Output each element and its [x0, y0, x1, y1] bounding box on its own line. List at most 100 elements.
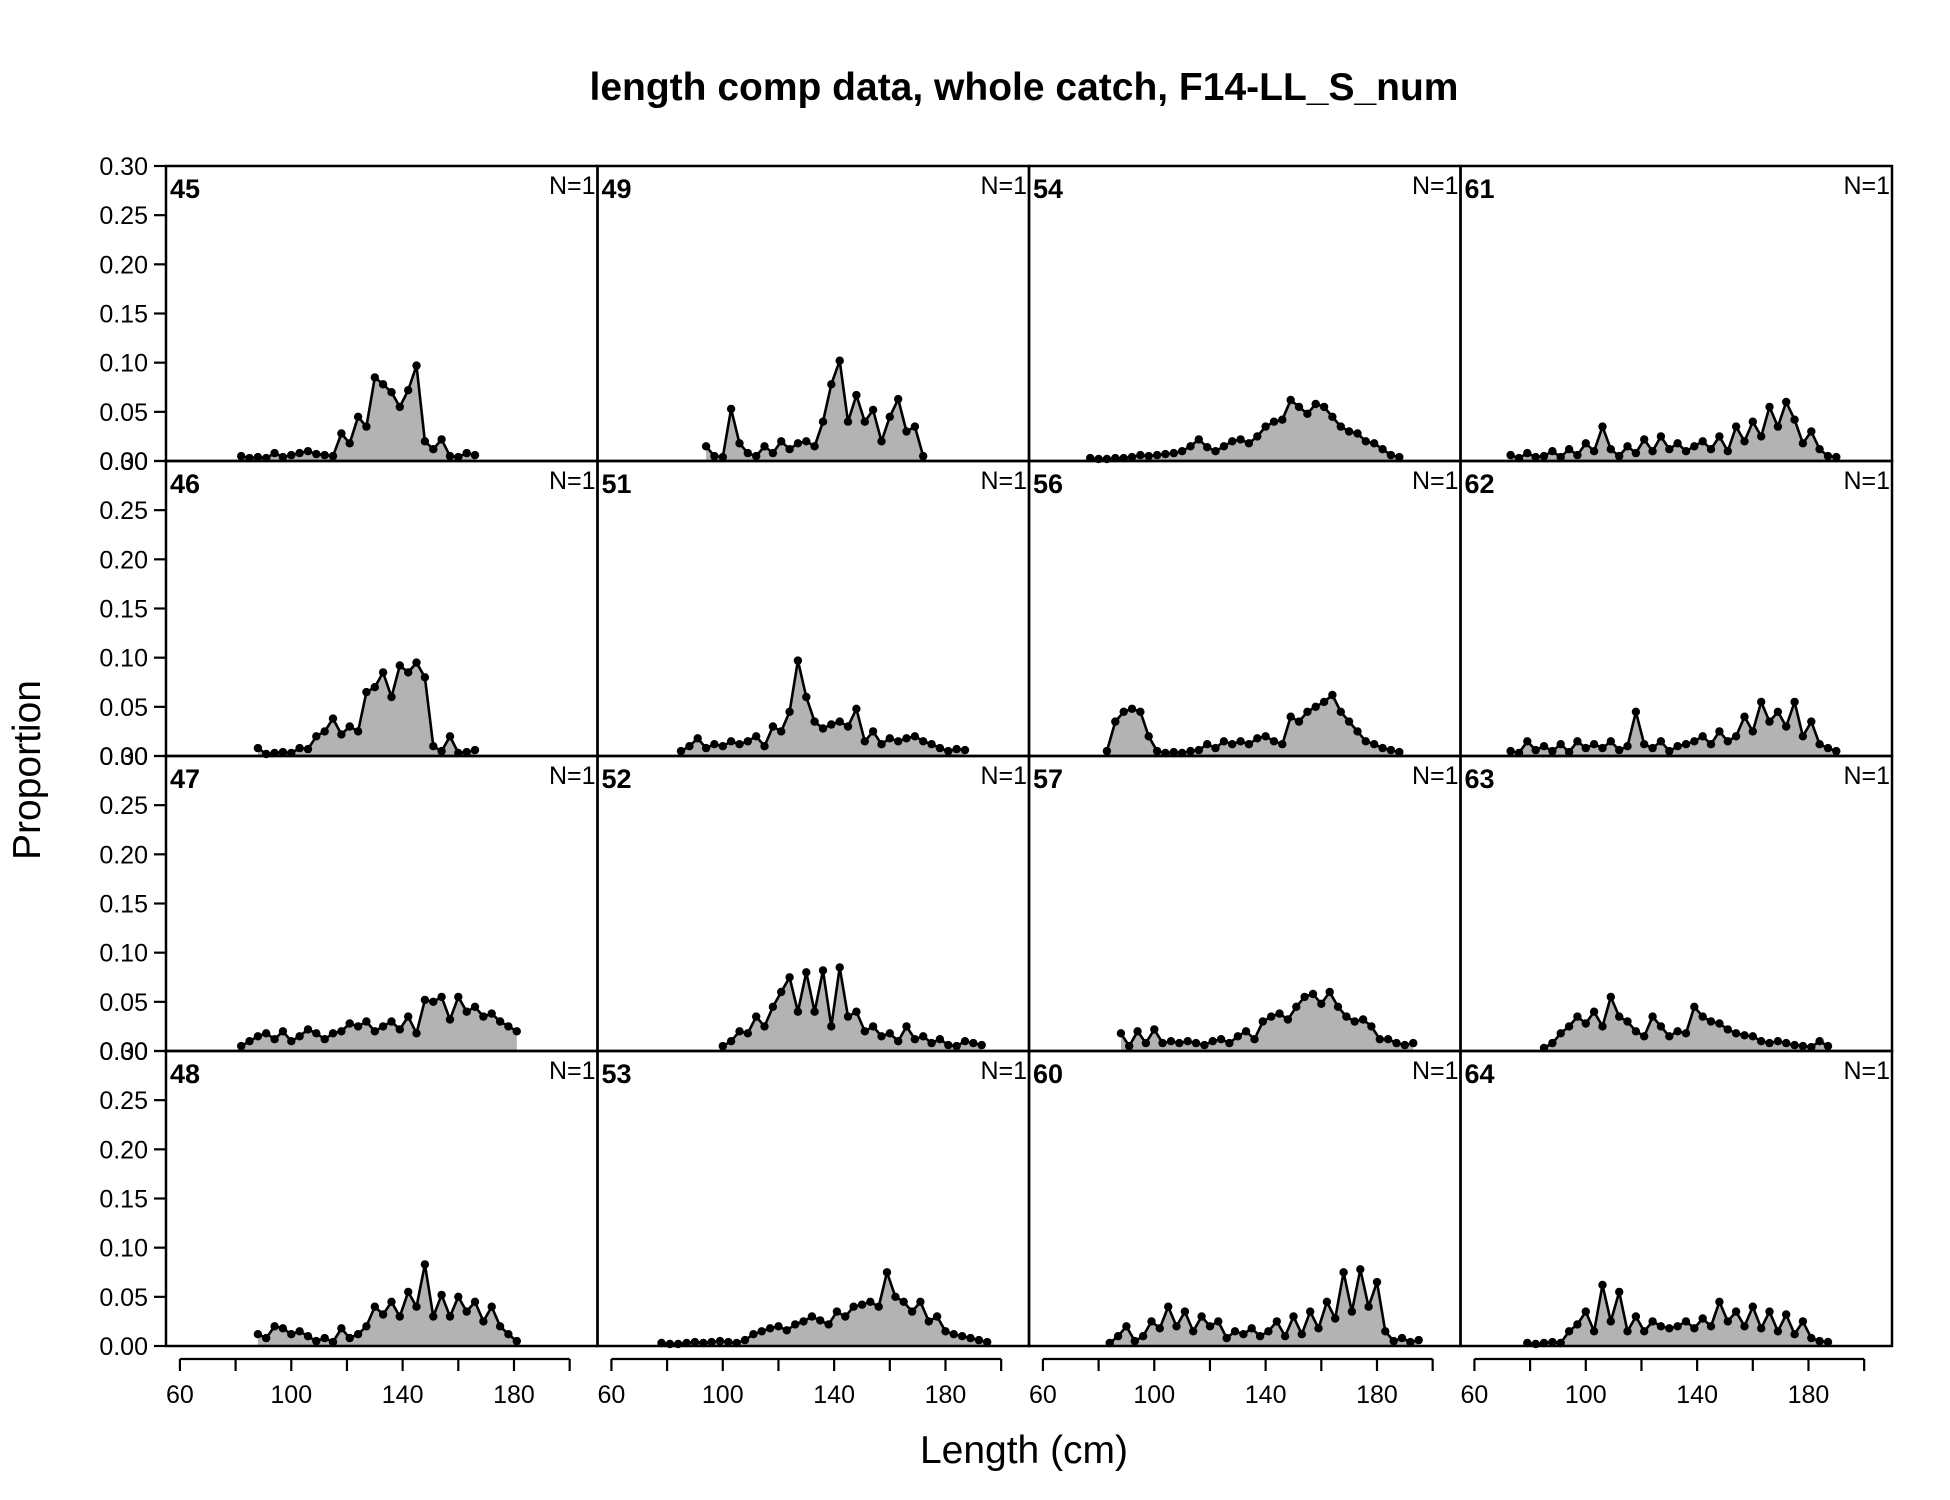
data-point [454, 452, 463, 462]
data-point [735, 439, 744, 448]
data-point [1275, 1009, 1284, 1018]
data-point [1606, 1317, 1616, 1326]
data-point [1236, 435, 1245, 444]
data-point [353, 727, 363, 736]
data-point [1748, 1302, 1758, 1311]
data-point [1581, 743, 1591, 753]
data-point [1244, 439, 1254, 448]
panel-label: 54 [1033, 174, 1063, 204]
data-point [1261, 732, 1270, 741]
series-area-47 [241, 996, 517, 1051]
data-point [1147, 1317, 1156, 1326]
data-point [1111, 717, 1120, 726]
data-point [370, 1302, 379, 1311]
data-point [1832, 746, 1841, 756]
data-point [793, 1007, 803, 1016]
data-point [1765, 717, 1774, 726]
panel-label: 45 [170, 174, 200, 204]
data-point [685, 742, 694, 751]
data-point [404, 1012, 413, 1021]
data-point [1361, 437, 1371, 446]
data-point [768, 722, 778, 731]
data-point [1216, 1035, 1226, 1044]
data-point [387, 1017, 396, 1026]
data-point [362, 422, 371, 431]
data-point [1113, 1332, 1123, 1341]
data-point [1548, 1337, 1557, 1347]
data-point [1598, 422, 1607, 431]
y-tick-label: 0.25 [99, 497, 148, 525]
data-point [353, 412, 363, 421]
panel-63: 63 N=1 [1459, 754, 1894, 1053]
data-point [1648, 1317, 1657, 1326]
data-point [777, 987, 786, 997]
data-point [1211, 447, 1220, 456]
data-point [1773, 707, 1783, 716]
data-point [718, 1041, 727, 1051]
data-point [1690, 737, 1699, 746]
data-point [387, 388, 396, 397]
data-point [824, 1320, 833, 1329]
data-point [852, 390, 861, 400]
data-point [868, 727, 878, 736]
x-tick-label: 60 [598, 1381, 626, 1409]
data-point [370, 683, 379, 692]
data-point [807, 1312, 817, 1321]
data-point [1239, 1330, 1248, 1339]
data-point [1564, 747, 1574, 757]
data-point [1319, 697, 1329, 707]
y-tick-label: 0.15 [99, 891, 148, 919]
data-point [1506, 450, 1515, 460]
data-point [1381, 1327, 1390, 1336]
data-point [1681, 447, 1691, 456]
data-point [935, 743, 945, 753]
data-point [1757, 697, 1766, 707]
data-point [345, 439, 354, 448]
data-point [852, 704, 861, 713]
y-tick-label: 0.25 [99, 202, 148, 230]
data-point [1748, 727, 1758, 736]
data-point [1606, 992, 1616, 1002]
data-point [1790, 1330, 1799, 1339]
data-point [1150, 1025, 1159, 1034]
data-point [1773, 422, 1783, 431]
data-point [1197, 1312, 1206, 1321]
panel-label: 61 [1465, 174, 1495, 204]
data-point [1250, 1035, 1259, 1044]
y-tick-label: 0.15 [99, 596, 148, 624]
data-point [1244, 740, 1254, 749]
data-point [866, 1297, 875, 1307]
panel-frame [1027, 1049, 1462, 1348]
data-point [707, 1337, 716, 1347]
data-point [1623, 1017, 1632, 1026]
panel-52: 52 N=1 [596, 754, 1031, 1053]
panel-48: 48 N=1 0.00 0.05 0.10 0.15 0.20 0.25 0.30 60 100 14… [99, 1038, 599, 1409]
data-point [841, 1312, 850, 1321]
data-point [1665, 445, 1674, 454]
data-point [782, 1326, 791, 1335]
series-line-62 [1510, 700, 1837, 755]
data-point [429, 997, 438, 1006]
data-point [1681, 1317, 1691, 1326]
data-point [882, 1268, 892, 1277]
data-point [902, 1022, 911, 1031]
data-point [1230, 1327, 1240, 1336]
data-point [952, 1041, 961, 1051]
n-label: N=1 [549, 762, 596, 790]
data-point [1392, 1038, 1401, 1048]
data-point [345, 1019, 354, 1028]
data-point [479, 1317, 488, 1326]
data-point [710, 740, 719, 749]
data-point [1581, 1019, 1591, 1028]
data-point [1640, 1032, 1649, 1041]
data-point [1127, 452, 1137, 462]
data-point [894, 394, 903, 404]
data-point [1375, 1035, 1385, 1044]
data-point [1286, 712, 1295, 721]
n-label: N=1 [549, 467, 596, 495]
y-tick-label: 0.30 [99, 448, 148, 476]
data-point [1823, 1337, 1833, 1347]
data-point [445, 1312, 455, 1321]
data-point [693, 734, 702, 743]
